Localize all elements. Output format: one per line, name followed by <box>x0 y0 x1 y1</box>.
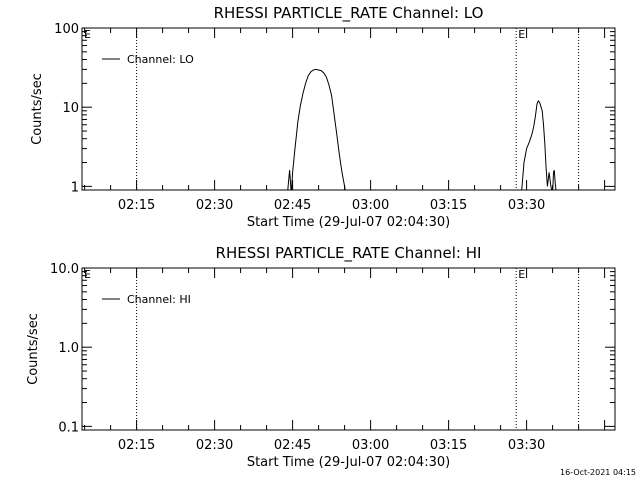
x-tick-label: 03:15 <box>430 198 467 213</box>
y-tick-label: 1.0 <box>58 341 79 356</box>
chart-title: RHESSI PARTICLE_RATE Channel: LO <box>214 4 484 23</box>
x-tick-label: 02:30 <box>196 438 233 453</box>
event-marker: E <box>84 268 91 281</box>
x-tick-label: 02:15 <box>118 198 155 213</box>
y-tick-label: 100 <box>54 22 79 37</box>
y-tick-label: 10 <box>62 101 79 116</box>
panel-lo: RHESSI PARTICLE_RATE Channel: LO 1 10 100 02… <box>30 4 616 230</box>
series-line <box>287 68 557 190</box>
x-tick-label: 03:00 <box>352 438 389 453</box>
x-tick-label: 03:00 <box>352 198 389 213</box>
legend-label: Channel: LO <box>127 53 194 66</box>
y-axis-label: Counts/sec <box>26 313 41 385</box>
event-marker: E <box>518 268 525 281</box>
x-tick-label: 02:45 <box>274 198 311 213</box>
legend-label: Channel: HI <box>127 293 191 306</box>
plot-frame <box>81 267 616 431</box>
x-tick-label: 02:45 <box>274 438 311 453</box>
timestamp: 16-Oct-2021 04:15 <box>560 468 636 477</box>
chart-title: RHESSI PARTICLE_RATE Channel: HI <box>216 244 482 263</box>
x-tick-label: 02:30 <box>196 198 233 213</box>
y-tick-label: 1 <box>71 180 79 195</box>
y-axis-label: Counts/sec <box>30 73 45 145</box>
x-tick-label: 03:15 <box>430 438 467 453</box>
event-marker: E <box>518 28 525 41</box>
y-tick-label: 10.0 <box>50 262 79 277</box>
x-tick-label: 03:30 <box>508 438 545 453</box>
plot-frame <box>81 27 616 191</box>
x-tick-label: 02:15 <box>118 438 155 453</box>
x-tick-label: 03:30 <box>508 198 545 213</box>
x-axis-label: Start Time (29-Jul-07 02:04:30) <box>247 215 450 230</box>
x-axis-label: Start Time (29-Jul-07 02:04:30) <box>247 455 450 470</box>
y-tick-label: 0.1 <box>58 420 79 435</box>
panel-hi: RHESSI PARTICLE_RATE Channel: HI 0.1 1.0 10… <box>26 244 616 470</box>
event-marker: E <box>84 28 91 41</box>
